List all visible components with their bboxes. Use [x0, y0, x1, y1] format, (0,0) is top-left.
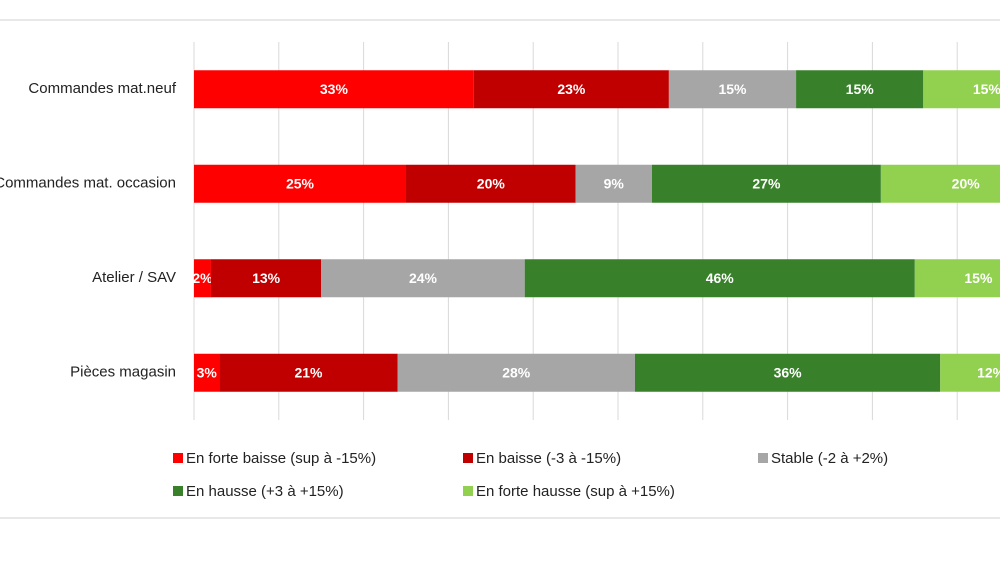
legend-swatch	[463, 453, 473, 463]
value-label: 46%	[706, 270, 735, 286]
legend-label: En forte baisse (sup à -15%)	[186, 450, 376, 467]
bar-segment	[321, 259, 525, 298]
value-label: 2%	[192, 270, 213, 286]
bar-segment	[210, 259, 322, 298]
value-label: 25%	[286, 175, 315, 191]
value-label: 15%	[846, 81, 875, 97]
value-label: 27%	[752, 175, 781, 191]
category-label: Commandes mat.neuf	[28, 80, 176, 97]
value-label: 12%	[977, 364, 1000, 380]
value-label: 20%	[477, 175, 506, 191]
value-label: 3%	[197, 364, 218, 380]
bar-segment	[194, 259, 211, 298]
bar-segment	[880, 164, 1000, 203]
bar-segment	[796, 70, 924, 109]
value-label: 15%	[964, 270, 993, 286]
bar-segment	[406, 164, 576, 203]
value-label: 15%	[973, 81, 1000, 97]
bar-segment	[194, 164, 406, 203]
bar-segment	[397, 353, 635, 392]
legend-swatch	[463, 486, 473, 496]
legend-swatch	[758, 453, 768, 463]
bar-segment	[473, 70, 669, 109]
value-label: 36%	[774, 364, 803, 380]
bar-segment	[668, 70, 797, 109]
bar-segment	[575, 164, 652, 203]
bar-segment	[524, 259, 915, 298]
category-label: Commandes mat. occasion	[0, 175, 176, 192]
legend-swatch	[173, 453, 183, 463]
bar-segment	[219, 353, 398, 392]
value-label: 24%	[409, 270, 438, 286]
legend-swatch	[173, 486, 183, 496]
bar-segment	[651, 164, 881, 203]
legend-label: En hausse (+3 à +15%)	[186, 483, 344, 500]
value-label: 33%	[320, 81, 349, 97]
legend-label: Stable (-2 à +2%)	[771, 450, 888, 467]
bar-segment	[923, 70, 1000, 109]
value-label: 9%	[604, 175, 625, 191]
value-label: 13%	[252, 270, 281, 286]
bar-segment	[634, 353, 941, 392]
value-label: 20%	[952, 175, 981, 191]
value-label: 21%	[294, 364, 323, 380]
bar-segment	[194, 353, 220, 392]
value-label: 23%	[557, 81, 586, 97]
value-label: 28%	[502, 364, 531, 380]
value-label: 15%	[718, 81, 747, 97]
legend-label: En baisse (-3 à -15%)	[476, 450, 621, 467]
category-label: Pièces magasin	[70, 364, 176, 381]
bar-segment	[914, 259, 1000, 298]
legend-label: En forte hausse (sup à +15%)	[476, 483, 675, 500]
bar-segment	[194, 70, 474, 109]
category-label: Atelier / SAV	[92, 269, 176, 286]
bar-segment	[940, 353, 1000, 392]
